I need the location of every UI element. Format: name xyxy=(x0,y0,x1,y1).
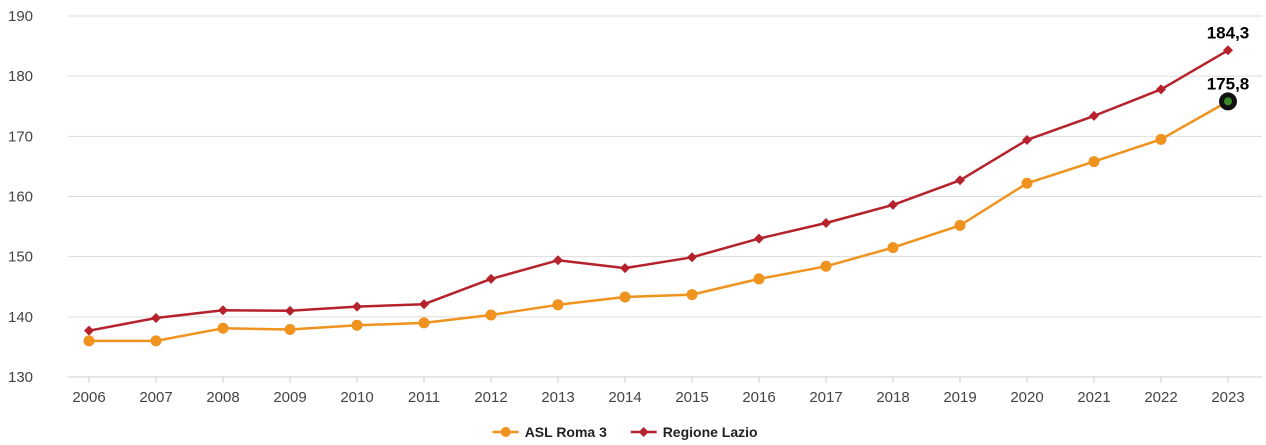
series-lines xyxy=(83,45,1234,347)
x-tick-label: 2011 xyxy=(408,389,440,406)
data-point xyxy=(351,319,363,331)
data-point xyxy=(1021,177,1033,189)
data-point xyxy=(753,273,765,285)
data-point xyxy=(620,263,630,274)
data-point xyxy=(84,325,94,336)
x-tick-label: 2023 xyxy=(1211,389,1244,406)
x-tick-label: 2016 xyxy=(742,389,775,406)
data-point xyxy=(218,305,228,316)
x-tick-label: 2008 xyxy=(206,389,239,406)
data-point xyxy=(486,273,496,284)
data-point xyxy=(419,299,429,310)
y-tick-label: 130 xyxy=(8,369,33,386)
x-tick-label: 2012 xyxy=(474,389,507,406)
y-tick-label: 170 xyxy=(8,128,33,145)
data-point xyxy=(1223,45,1233,56)
data-point xyxy=(217,322,229,334)
x-tick-label: 2018 xyxy=(876,389,909,406)
data-point xyxy=(954,219,966,231)
y-tick-label: 140 xyxy=(8,309,33,326)
x-tick-label: 2022 xyxy=(1144,389,1177,406)
x-tick-label: 2013 xyxy=(541,389,574,406)
data-point xyxy=(552,299,564,311)
data-point xyxy=(1088,156,1100,168)
legend-item-1[interactable]: ASL Roma 3 xyxy=(492,424,607,440)
gridlines xyxy=(68,15,1262,383)
x-tick-label: 2007 xyxy=(139,389,172,406)
legend-marker xyxy=(638,427,649,437)
legend-label: Regione Lazio xyxy=(663,424,758,440)
data-point xyxy=(485,309,497,321)
data-point xyxy=(887,242,899,254)
data-point xyxy=(284,323,296,335)
data-point xyxy=(418,317,430,329)
data-point xyxy=(285,305,295,316)
x-tick-label: 2009 xyxy=(273,389,306,406)
data-point xyxy=(686,289,698,301)
x-tick-label: 2020 xyxy=(1010,389,1043,406)
data-point xyxy=(151,313,161,324)
x-tick-label: 2015 xyxy=(675,389,708,406)
data-point xyxy=(1155,133,1167,145)
y-tick-label: 150 xyxy=(8,249,33,266)
data-point xyxy=(820,260,832,272)
data-label: 184,3 xyxy=(1207,23,1250,42)
x-tick-label: 2017 xyxy=(809,389,842,406)
data-labels: 184,3 175,8 xyxy=(1207,23,1250,111)
data-point xyxy=(352,301,362,312)
highlight-dot xyxy=(1224,97,1232,106)
data-point xyxy=(83,335,95,347)
legend[interactable]: ASL Roma 3 Regione Lazio xyxy=(492,424,758,440)
y-tick-label: 160 xyxy=(8,189,33,206)
series-line-2 xyxy=(88,49,1229,332)
data-point xyxy=(553,255,563,266)
data-point xyxy=(955,175,965,186)
data-point xyxy=(687,252,697,263)
data-point xyxy=(888,199,898,210)
legend-label: ASL Roma 3 xyxy=(525,424,607,440)
data-point xyxy=(1089,110,1099,121)
y-tick-label: 180 xyxy=(8,68,33,85)
data-label: 175,8 xyxy=(1207,74,1250,93)
legend-marker xyxy=(500,427,511,437)
x-tick-label: 2019 xyxy=(943,389,976,406)
x-axis-tick-labels: 2006 2007 2008 2009 2010 2011 2012 2013 2014 2015… xyxy=(72,389,1244,406)
x-tick-label: 2014 xyxy=(608,389,641,406)
x-tick-label: 2006 xyxy=(72,389,105,406)
data-point xyxy=(1022,134,1032,145)
series-line-1 xyxy=(89,100,1229,343)
x-tick-label: 2021 xyxy=(1077,389,1110,406)
y-axis-tick-labels: 130 140 150 160 170 180 190 xyxy=(8,8,33,386)
data-point xyxy=(150,335,162,347)
legend-item-2[interactable]: Regione Lazio xyxy=(630,424,758,440)
data-point xyxy=(619,291,631,303)
data-point xyxy=(1156,84,1166,95)
data-point xyxy=(821,217,831,228)
data-point xyxy=(754,233,764,244)
x-tick-label: 2010 xyxy=(340,389,373,406)
y-tick-label: 190 xyxy=(8,8,33,25)
